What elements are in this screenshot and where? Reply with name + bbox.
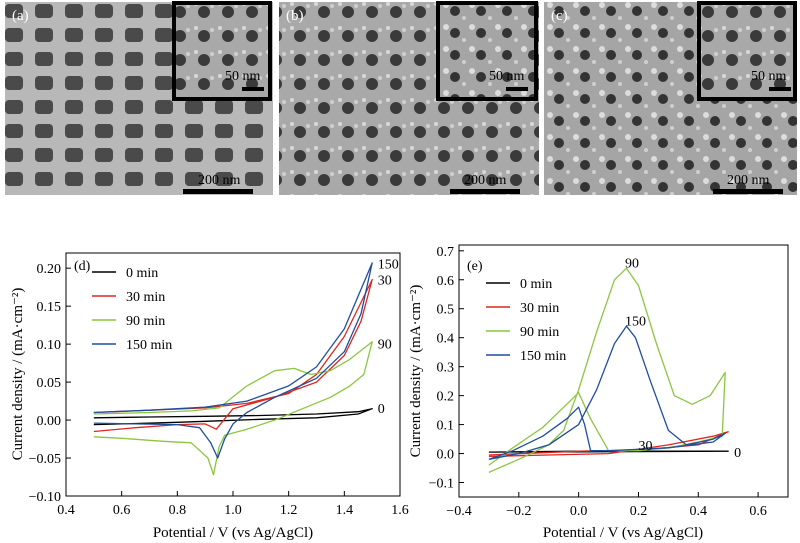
- chart-e-legend-label: 30 min: [520, 301, 559, 316]
- chart-e-curve-labels: 90 150 30 0: [625, 256, 741, 461]
- chart-d-x-tick-label: 1.4: [336, 503, 354, 518]
- chart-d-y-tick-label: 0.10: [37, 338, 62, 353]
- chart-d-series-90-min: [93, 341, 373, 476]
- chart-e-y-tick-label: 0.6: [437, 274, 455, 289]
- micrograph-b: (b) 50 nm 200 nm: [279, 1, 539, 195]
- chart-d-frame: [65, 252, 401, 497]
- chart-d-x-axis-title: Potential / V (vs Ag/AgCl): [153, 525, 313, 541]
- chart-e-x-tick-label: −0.4: [446, 504, 471, 519]
- chart-e-x-axis-title: Potential / V (vs Ag/AgCl): [543, 525, 703, 541]
- chart-e-x-tick-label: 0.0: [570, 504, 588, 519]
- chart-d-series-30-min: [93, 278, 373, 433]
- chart-d-x-axis: 0.4 0.6 0.8 1.0 1.2 1.4 1.6: [57, 491, 409, 518]
- micrograph-b-scale-label: 200 nm: [464, 173, 507, 188]
- micrograph-b-inset-scale-bar: [506, 87, 528, 91]
- micrograph-c-scale-bar: [713, 189, 783, 194]
- chart-d-y-tick-label: 0.20: [37, 262, 62, 277]
- chart-d-y-axis: −0.10 −0.05 0.00 0.05 0.10 0.15 0.20: [29, 262, 71, 505]
- chart-e-plot-area: [488, 267, 729, 473]
- chart-e-curve-label: 0: [734, 446, 741, 461]
- micrograph-b-inset-scale-label: 50 nm: [489, 69, 525, 84]
- chart-d-y-tick-label: 0.00: [37, 414, 62, 429]
- chart-d-x-tick-label: 1.2: [280, 503, 298, 518]
- chart-d-legend-label: 90 min: [126, 314, 165, 329]
- micrograph-c-inset-scale-label: 50 nm: [751, 69, 787, 84]
- micrograph-c-inset: [697, 1, 797, 101]
- chart-e: (e) −0.10.00.10.20.30.40.50.60.7 −0.4 −0.…: [408, 244, 789, 541]
- chart-d-y-tick-label: −0.05: [29, 452, 61, 467]
- chart-e-y-tick-label: 0.0: [437, 448, 455, 463]
- chart-d-series-150-min: [93, 262, 373, 459]
- chart-d-legend-label: 0 min: [126, 266, 158, 281]
- chart-e-x-tick-label: 0.4: [690, 504, 708, 519]
- micrograph-a-scale-label: 200 nm: [198, 173, 241, 188]
- chart-d-x-tick-label: 0.6: [113, 503, 131, 518]
- chart-e-y-tick-label: 0.4: [437, 332, 455, 347]
- chart-d-y-tick-label: 0.15: [37, 300, 62, 315]
- chart-d-plot-area: [93, 262, 373, 476]
- chart-e-y-tick-label: 0.5: [437, 303, 455, 318]
- chart-d-y-axis-title: Current density / (mA·cm⁻²): [10, 288, 26, 461]
- chart-d-legend: 0 min 30 min 90 min 150 min: [92, 266, 172, 353]
- chart-e-x-tick-label: 0.2: [630, 504, 648, 519]
- micrograph-b-inset: [436, 1, 538, 101]
- chart-e-panel-label: (e): [467, 259, 483, 274]
- chart-d-x-tick-label: 0.8: [169, 503, 187, 518]
- chart-d-y-tick-label: −0.10: [29, 490, 61, 505]
- chart-e-curve-label: 90: [625, 256, 639, 271]
- chart-d-legend-label: 150 min: [126, 338, 172, 353]
- chart-d-legend-label: 30 min: [126, 290, 165, 305]
- chart-d-y-tick-label: 0.05: [37, 376, 62, 391]
- micrograph-c-inset-scale-bar: [769, 87, 791, 91]
- chart-e-y-tick-label: 0.1: [437, 419, 455, 434]
- chart-e-y-axis: −0.1 0.0 0.1 0.2 0.3 0.4 0.5 0.6 0.7: [429, 245, 464, 492]
- micrograph-c-scale-label: 200 nm: [727, 173, 770, 188]
- chart-d-curve-label: 30: [378, 274, 392, 289]
- chart-e-curve-label: 150: [625, 314, 646, 329]
- chart-e-series-150-min: [488, 325, 726, 460]
- chart-d-curve-label: 90: [378, 337, 392, 352]
- micrograph-a-label: (a): [12, 8, 29, 24]
- chart-e-y-tick-label: 0.7: [437, 245, 455, 260]
- chart-d-panel-label: (d): [74, 259, 91, 274]
- micrograph-a-inset-scale-label: 50 nm: [225, 69, 261, 84]
- micrograph-c-label: (c): [551, 8, 568, 24]
- chart-e-series-90-min: [488, 267, 726, 473]
- micrograph-b-label: (b): [286, 8, 304, 24]
- micrograph-a: (a) 50 nm 200 nm: [5, 1, 273, 195]
- micrograph-a-inset: [172, 1, 272, 101]
- micrograph-c: (c) 50 nm 200 nm: [544, 1, 797, 195]
- chart-d-x-tick-label: 0.4: [57, 503, 75, 518]
- chart-e-x-tick-label: −0.2: [506, 504, 531, 519]
- chart-d: (d) −0.10−0.050.000.050.100.150.20 0.4 0.…: [10, 252, 409, 541]
- chart-e-legend-label: 0 min: [520, 277, 552, 292]
- chart-e-y-tick-label: −0.1: [429, 477, 454, 492]
- chart-e-y-axis-title: Current density / (mA·cm⁻²): [408, 285, 424, 458]
- chart-e-x-tick-label: 0.6: [749, 504, 767, 519]
- chart-d-x-tick-label: 1.6: [391, 503, 409, 518]
- chart-e-legend: 0 min 30 min 90 min 150 min: [486, 277, 566, 364]
- micrograph-a-scale-bar: [183, 189, 253, 194]
- chart-e-x-axis: −0.4 −0.2 0.0 0.2 0.4 0.6: [446, 492, 767, 519]
- chart-d-curve-label: 150: [378, 258, 399, 273]
- chart-e-frame: [458, 244, 789, 498]
- chart-e-y-tick-label: 0.3: [437, 361, 455, 376]
- chart-d-curve-label: 0: [378, 402, 385, 417]
- micrograph-a-inset-scale-bar: [242, 87, 264, 91]
- chart-e-legend-label: 90 min: [520, 325, 559, 340]
- chart-d-x-tick-label: 1.0: [224, 503, 242, 518]
- chart-e-y-tick-label: 0.2: [437, 390, 455, 405]
- chart-d-series-0-min: [93, 408, 373, 426]
- chart-e-legend-label: 150 min: [520, 349, 566, 364]
- chart-e-curve-label: 30: [638, 439, 652, 454]
- micrograph-b-scale-bar: [450, 189, 520, 194]
